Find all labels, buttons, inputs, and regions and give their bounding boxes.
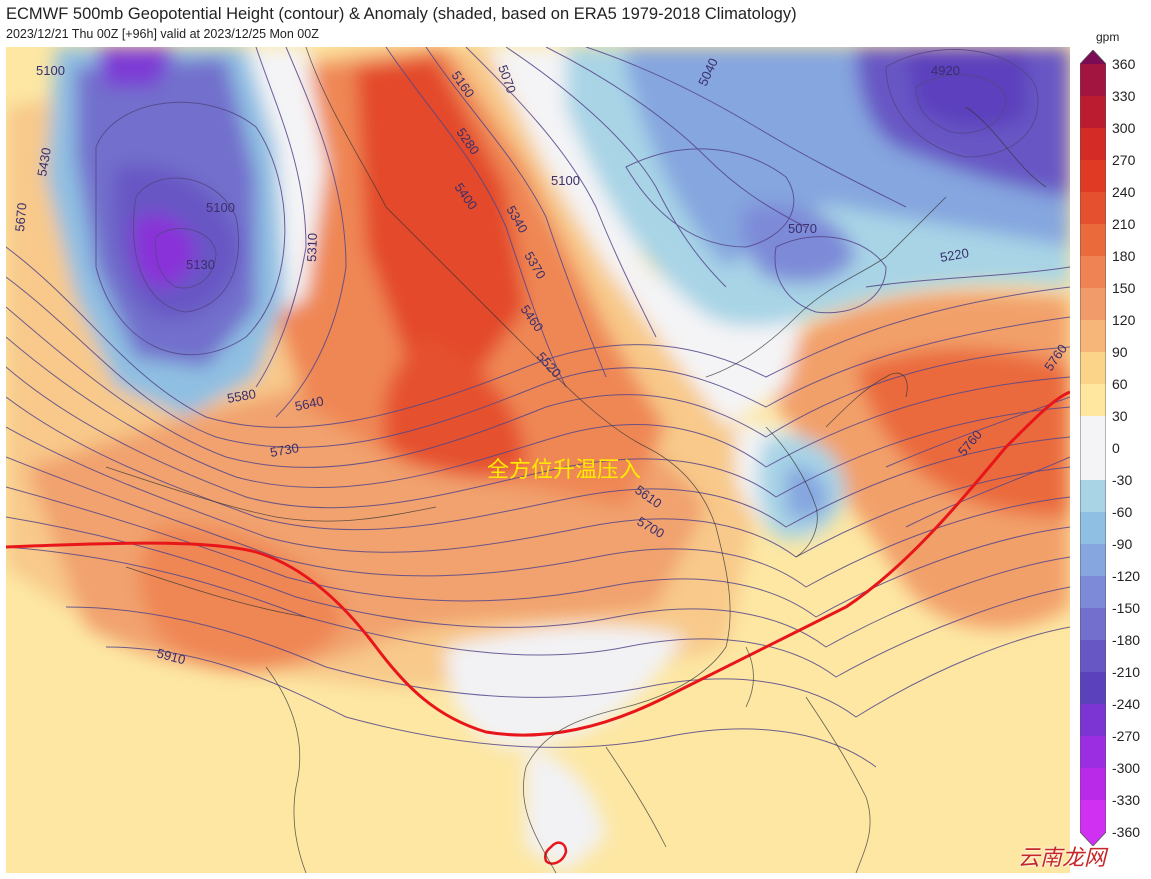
contour-label: 5100 <box>36 63 65 78</box>
colorbar-tick-label: -120 <box>1112 568 1141 584</box>
colorbar-tick-label: 90 <box>1112 344 1128 360</box>
colorbar-bin <box>1080 224 1106 257</box>
annotation-text: 全方位升温压入 <box>487 458 642 483</box>
colorbar-tick-label: -360 <box>1112 824 1141 840</box>
colorbar-bin <box>1080 288 1106 321</box>
contour-label: 4920 <box>931 63 960 78</box>
contour-label: 5100 <box>206 200 235 215</box>
colorbar-tick-label: -150 <box>1112 600 1141 616</box>
contour-label: 5070 <box>788 221 817 236</box>
colorbar-bin <box>1080 160 1106 193</box>
colorbar-bin <box>1080 416 1106 449</box>
colorbar-tick-label: 60 <box>1112 376 1128 392</box>
map-panel: 5100 5100 5130 5430 5670 5310 5580 5640 … <box>6 47 1070 873</box>
colorbar-extend-max <box>1080 50 1106 64</box>
colorbar-tick-label: -210 <box>1112 664 1141 680</box>
colorbar-bin <box>1080 544 1106 577</box>
chart-subtitle: 2023/12/21 Thu 00Z [+96h] valid at 2023/… <box>6 27 319 41</box>
colorbar-tick-label: 210 <box>1112 216 1136 232</box>
colorbar-tick-label: 150 <box>1112 280 1136 296</box>
contour-label: 5910 <box>155 645 187 667</box>
colorbar-tick-label: -90 <box>1112 536 1133 552</box>
colorbar-bin <box>1080 384 1106 417</box>
contour-label: 5640 <box>294 393 325 414</box>
contour-label: 5730 <box>269 440 300 460</box>
chart-title: ECMWF 500mb Geopotential Height (contour… <box>6 5 797 23</box>
watermark-text: 云南龙网 <box>1018 846 1107 871</box>
colorbar-bin <box>1080 128 1106 161</box>
contour-label: 5580 <box>226 386 257 406</box>
colorbar-tick-label: -30 <box>1112 472 1133 488</box>
colorbar-bin <box>1080 352 1106 385</box>
colorbar-bin <box>1080 320 1106 353</box>
colorbar-unit: gpm <box>1096 30 1120 44</box>
colorbar-bin <box>1080 800 1106 833</box>
colorbar-tick-label: 30 <box>1112 408 1128 424</box>
colorbar-bin <box>1080 640 1106 673</box>
colorbar-tick-label: 300 <box>1112 120 1136 136</box>
colorbar-bin <box>1080 672 1106 705</box>
contour-label: 5220 <box>939 245 970 265</box>
colorbar-tick-label: -330 <box>1112 792 1141 808</box>
colorbar-bin <box>1080 768 1106 801</box>
colorbar-tick-label: 270 <box>1112 152 1136 168</box>
colorbar-extend-min <box>1080 832 1106 846</box>
contour-label: 5670 <box>12 202 29 232</box>
colorbar-bin <box>1080 96 1106 129</box>
colorbar-bin <box>1080 608 1106 641</box>
colorbar-tick-label: 0 <box>1112 440 1120 456</box>
colorbar-tick-label: 180 <box>1112 248 1136 264</box>
colorbar-tick-label: -270 <box>1112 728 1141 744</box>
colorbar-bin <box>1080 512 1106 545</box>
colorbar-tick-label: 360 <box>1112 56 1136 72</box>
contour-label: 5130 <box>186 257 215 272</box>
contour-label: 5100 <box>551 173 580 188</box>
colorbar-bin <box>1080 736 1106 769</box>
colorbar-bin <box>1080 576 1106 609</box>
contour-label: 5310 <box>304 233 320 262</box>
colorbar-bin <box>1080 480 1106 513</box>
colorbar-bin <box>1080 256 1106 289</box>
colorbar-bin <box>1080 192 1106 225</box>
colorbar-tick-label: -240 <box>1112 696 1141 712</box>
colorbar-tick-label: -60 <box>1112 504 1133 520</box>
colorbar-tick-label: -300 <box>1112 760 1141 776</box>
colorbar-bin <box>1080 704 1106 737</box>
colorbar-tick-label: 120 <box>1112 312 1136 328</box>
contour-label: 5430 <box>34 146 54 177</box>
colorbar-tick-label: 240 <box>1112 184 1136 200</box>
colorbar-tick-label: -180 <box>1112 632 1141 648</box>
anomaly-map: 5100 5100 5130 5430 5670 5310 5580 5640 … <box>6 47 1070 873</box>
colorbar-tick-label: 330 <box>1112 88 1136 104</box>
colorbar-bin <box>1080 448 1106 481</box>
colorbar <box>1080 50 1106 846</box>
colorbar-bin <box>1080 64 1106 97</box>
